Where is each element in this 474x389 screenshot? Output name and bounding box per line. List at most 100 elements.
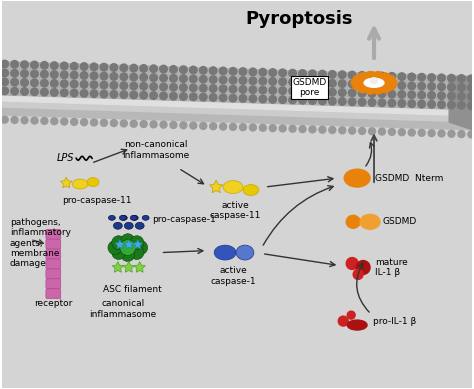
Circle shape <box>200 123 207 130</box>
Circle shape <box>120 120 128 127</box>
Circle shape <box>447 92 455 100</box>
Polygon shape <box>2 61 472 110</box>
Circle shape <box>71 63 78 70</box>
Ellipse shape <box>365 72 375 81</box>
Circle shape <box>289 125 296 132</box>
Circle shape <box>130 64 137 72</box>
Circle shape <box>100 63 108 71</box>
Circle shape <box>21 61 28 68</box>
Circle shape <box>269 69 276 76</box>
Circle shape <box>110 82 118 89</box>
Circle shape <box>61 118 68 125</box>
Circle shape <box>309 79 316 86</box>
Circle shape <box>299 88 306 95</box>
Circle shape <box>239 86 247 93</box>
Circle shape <box>130 73 137 81</box>
FancyBboxPatch shape <box>46 229 61 239</box>
Ellipse shape <box>380 84 390 93</box>
Circle shape <box>11 88 18 95</box>
Circle shape <box>338 89 346 96</box>
Circle shape <box>269 78 276 85</box>
Ellipse shape <box>373 72 383 81</box>
Circle shape <box>1 69 9 77</box>
Circle shape <box>378 99 386 107</box>
Text: mature
IL-1 β: mature IL-1 β <box>375 258 408 277</box>
Circle shape <box>438 130 445 137</box>
Circle shape <box>398 82 406 89</box>
Circle shape <box>428 74 436 81</box>
Circle shape <box>210 76 217 83</box>
Circle shape <box>1 87 9 95</box>
Circle shape <box>369 128 375 135</box>
Circle shape <box>239 68 247 75</box>
Circle shape <box>112 236 126 250</box>
Circle shape <box>180 122 187 129</box>
FancyBboxPatch shape <box>46 279 61 289</box>
Circle shape <box>140 91 147 99</box>
Circle shape <box>279 69 286 77</box>
Circle shape <box>140 82 147 90</box>
Circle shape <box>31 61 38 69</box>
Circle shape <box>338 98 346 105</box>
Ellipse shape <box>353 81 363 90</box>
Circle shape <box>200 67 207 74</box>
Polygon shape <box>61 177 72 188</box>
Circle shape <box>467 84 474 91</box>
Ellipse shape <box>109 216 115 220</box>
Circle shape <box>51 62 58 69</box>
Circle shape <box>299 96 306 104</box>
Circle shape <box>190 122 197 129</box>
Circle shape <box>210 94 217 101</box>
Ellipse shape <box>120 216 128 220</box>
Circle shape <box>31 70 38 78</box>
Circle shape <box>61 89 68 96</box>
Circle shape <box>100 72 108 80</box>
FancyBboxPatch shape <box>46 289 61 299</box>
Circle shape <box>110 73 118 80</box>
Circle shape <box>408 100 416 107</box>
Circle shape <box>170 75 177 82</box>
Circle shape <box>239 95 247 102</box>
Circle shape <box>130 236 144 250</box>
Circle shape <box>457 102 465 109</box>
Circle shape <box>121 248 135 261</box>
Polygon shape <box>2 102 472 123</box>
Circle shape <box>160 83 167 91</box>
Ellipse shape <box>353 75 363 84</box>
Circle shape <box>438 101 445 109</box>
Circle shape <box>219 76 227 84</box>
Circle shape <box>447 74 455 82</box>
Circle shape <box>329 126 336 133</box>
Circle shape <box>299 126 306 133</box>
Circle shape <box>378 128 385 135</box>
Circle shape <box>467 75 474 82</box>
Circle shape <box>319 88 326 96</box>
Circle shape <box>160 74 167 82</box>
Circle shape <box>418 130 425 136</box>
Circle shape <box>80 72 88 79</box>
Ellipse shape <box>142 216 149 220</box>
Ellipse shape <box>358 84 368 93</box>
Circle shape <box>249 95 256 102</box>
Circle shape <box>51 71 58 78</box>
Ellipse shape <box>347 320 367 330</box>
Ellipse shape <box>131 216 138 220</box>
Circle shape <box>41 61 48 69</box>
Circle shape <box>398 91 406 98</box>
Circle shape <box>348 80 356 88</box>
Circle shape <box>150 74 157 81</box>
Circle shape <box>378 81 386 89</box>
Circle shape <box>180 66 187 74</box>
Circle shape <box>408 129 415 136</box>
Circle shape <box>90 72 98 80</box>
Circle shape <box>259 86 266 94</box>
Polygon shape <box>2 108 472 130</box>
Circle shape <box>150 121 157 128</box>
Circle shape <box>190 75 197 83</box>
Circle shape <box>170 66 177 73</box>
Circle shape <box>239 124 246 131</box>
Circle shape <box>328 89 336 96</box>
Circle shape <box>130 91 137 99</box>
Circle shape <box>41 88 48 96</box>
Circle shape <box>447 101 455 109</box>
